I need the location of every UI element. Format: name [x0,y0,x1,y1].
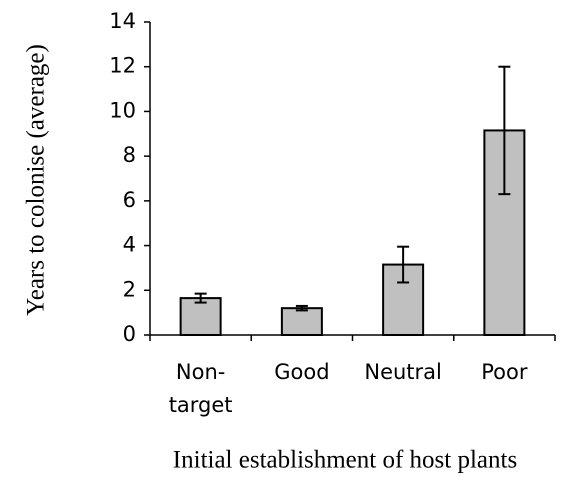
y-tick-label: 10 [109,98,136,122]
y-tick-label: 2 [123,277,136,301]
x-tick-label: Neutral [364,360,442,384]
error-bar [295,304,308,312]
y-tick-label: 14 [109,9,136,33]
x-tick-label: Poor [481,360,528,384]
y-tick-label: 0 [123,322,136,346]
bar [280,307,323,336]
y-tick-label: 8 [123,143,136,167]
y-tick-label: 12 [109,54,136,78]
bar [179,297,222,337]
x-axis-title: Initial establishment of host plants [173,447,517,474]
error-bar [498,65,511,196]
x-tick-label: Non-target [169,360,233,417]
error-bar [397,245,410,284]
error-bar [194,292,207,304]
x-tick-label: Good [274,360,329,384]
y-tick-label: 4 [123,233,136,257]
y-tick-label: 6 [123,188,136,212]
y-axis-title: Years to colonise (average) [23,44,50,316]
